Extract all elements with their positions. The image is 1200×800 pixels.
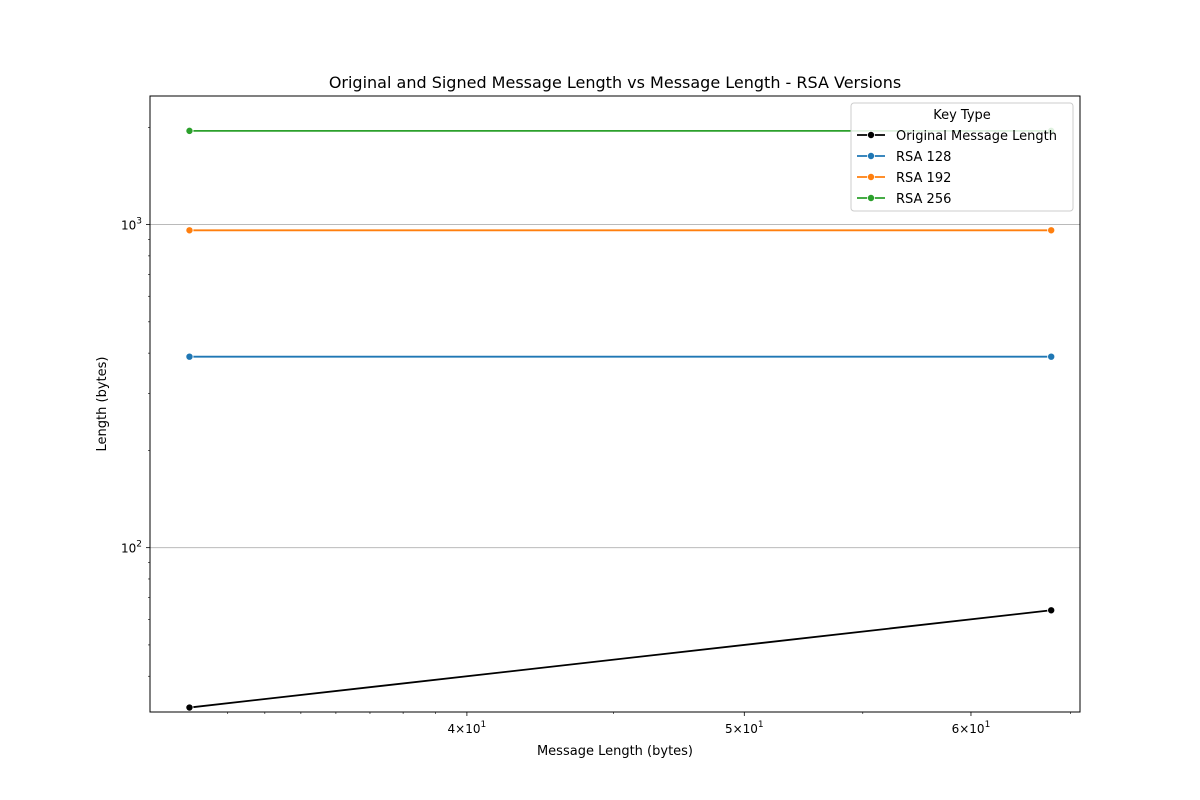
y-tick-label: 103 <box>121 217 142 233</box>
x-tick-times: × <box>959 722 969 736</box>
plot-frame <box>149 95 1081 713</box>
series-point <box>185 352 194 361</box>
y-tick-exp: 3 <box>136 217 142 227</box>
x-tick-exp: 1 <box>985 720 991 730</box>
series-point <box>1047 606 1056 615</box>
y-tick-exp: 2 <box>136 540 142 550</box>
legend-entries: Original Message Length RSA 128 RSA 192 RSA… <box>857 129 1057 207</box>
legend-label: RSA 192 <box>896 171 951 186</box>
legend-title: Key Type <box>933 108 991 123</box>
x-tick-mantissa: 4 <box>448 722 456 736</box>
x-tick-mantissa: 5 <box>725 722 733 736</box>
legend: Key Type Original Message Length RSA 128 R… <box>850 102 1074 212</box>
legend-marker <box>867 172 876 181</box>
series-point <box>1047 352 1056 361</box>
x-tick-mantissa: 6 <box>952 722 960 736</box>
series-point <box>1047 226 1056 235</box>
legend-marker <box>867 151 876 160</box>
series-point <box>185 703 194 712</box>
x-tick-base: 10 <box>969 722 984 736</box>
x-tick-base: 10 <box>465 722 480 736</box>
series-point <box>185 126 194 135</box>
series-point <box>185 226 194 235</box>
y-tick-base: 10 <box>121 219 136 233</box>
x-tick-exp: 1 <box>758 720 764 730</box>
series-line-0 <box>189 609 1052 709</box>
chart-title: Original and Signed Message Length vs Me… <box>329 73 901 92</box>
x-tick-label: 4×101 <box>448 720 487 736</box>
x-tick-exp: 1 <box>481 720 487 730</box>
legend-label: RSA 128 <box>896 150 951 165</box>
y-axis-label: Length (bytes) <box>95 357 110 452</box>
x-tick-times: × <box>455 722 465 736</box>
x-tick-times: × <box>733 722 743 736</box>
legend-label: RSA 256 <box>896 192 951 207</box>
x-tick-label: 6×101 <box>952 720 991 736</box>
x-tick-base: 10 <box>743 722 758 736</box>
legend-box <box>850 102 1074 212</box>
x-axis-label: Message Length (bytes) <box>537 744 693 759</box>
x-tick-label: 5×101 <box>725 720 764 736</box>
grid-layer <box>150 224 1080 549</box>
y-tick-label: 102 <box>121 540 142 556</box>
legend-marker <box>867 193 876 202</box>
legend-marker <box>867 130 876 139</box>
y-tick-base: 10 <box>121 542 136 556</box>
legend-label: Original Message Length <box>896 129 1057 144</box>
